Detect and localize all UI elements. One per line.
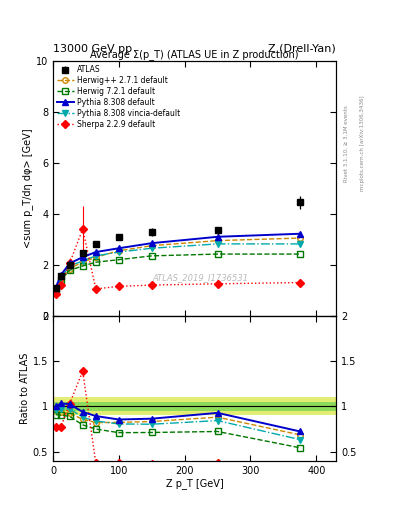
Herwig++ 2.7.1 default — [80, 259, 85, 265]
X-axis label: Z p_T [GeV]: Z p_T [GeV] — [166, 478, 223, 489]
Pythia 8.308 default — [215, 233, 220, 240]
Pythia 8.308 default — [80, 254, 85, 260]
Y-axis label: Ratio to ATLAS: Ratio to ATLAS — [20, 352, 30, 424]
Pythia 8.308 default — [116, 245, 121, 251]
Text: 13000 GeV pp: 13000 GeV pp — [53, 44, 132, 54]
Text: ATLAS_2019_I1736531: ATLAS_2019_I1736531 — [152, 273, 248, 282]
Herwig++ 2.7.1 default — [298, 235, 302, 241]
Text: Z (Drell-Yan): Z (Drell-Yan) — [268, 44, 336, 54]
Pythia 8.308 default — [94, 249, 98, 255]
Pythia 8.308 vincia-default — [116, 249, 121, 255]
Herwig++ 2.7.1 default — [53, 286, 58, 292]
Pythia 8.308 default — [53, 285, 58, 291]
Herwig 7.2.1 default — [94, 259, 98, 265]
Pythia 8.308 vincia-default — [94, 253, 98, 259]
Title: Average Σ(p_T) (ATLAS UE in Z production): Average Σ(p_T) (ATLAS UE in Z production… — [90, 49, 299, 60]
Pythia 8.308 default — [298, 231, 302, 237]
Herwig 7.2.1 default — [59, 277, 63, 283]
Line: Herwig++ 2.7.1 default: Herwig++ 2.7.1 default — [53, 236, 303, 292]
Pythia 8.308 vincia-default — [59, 274, 63, 281]
Pythia 8.308 default — [149, 240, 154, 246]
Text: Rivet 3.1.10, ≥ 3.1M events: Rivet 3.1.10, ≥ 3.1M events — [344, 105, 349, 182]
Herwig 7.2.1 default — [116, 257, 121, 263]
Herwig 7.2.1 default — [298, 251, 302, 257]
Pythia 8.308 vincia-default — [53, 286, 58, 292]
Herwig++ 2.7.1 default — [59, 275, 63, 282]
Text: mcplots.cern.ch [arXiv:1306.3436]: mcplots.cern.ch [arXiv:1306.3436] — [360, 96, 365, 191]
Y-axis label: <sum p_T/dη dφ> [GeV]: <sum p_T/dη dφ> [GeV] — [22, 129, 33, 248]
Herwig 7.2.1 default — [80, 263, 85, 269]
Herwig 7.2.1 default — [53, 287, 58, 293]
Herwig++ 2.7.1 default — [67, 266, 72, 272]
Pythia 8.308 vincia-default — [80, 258, 85, 264]
Pythia 8.308 vincia-default — [298, 241, 302, 247]
Line: Pythia 8.308 default: Pythia 8.308 default — [53, 231, 303, 290]
Herwig++ 2.7.1 default — [116, 248, 121, 254]
Legend: ATLAS, Herwig++ 2.7.1 default, Herwig 7.2.1 default, Pythia 8.308 default, Pythi: ATLAS, Herwig++ 2.7.1 default, Herwig 7.… — [55, 63, 182, 131]
Pythia 8.308 vincia-default — [215, 241, 220, 247]
Herwig++ 2.7.1 default — [94, 254, 98, 260]
Pythia 8.308 default — [67, 261, 72, 267]
Pythia 8.308 vincia-default — [149, 245, 154, 251]
Line: Pythia 8.308 vincia-default: Pythia 8.308 vincia-default — [53, 241, 303, 292]
Line: Herwig 7.2.1 default: Herwig 7.2.1 default — [53, 251, 303, 293]
Herwig++ 2.7.1 default — [149, 243, 154, 249]
Pythia 8.308 vincia-default — [67, 263, 72, 269]
Herwig 7.2.1 default — [67, 267, 72, 273]
Herwig 7.2.1 default — [149, 253, 154, 259]
Pythia 8.308 default — [59, 272, 63, 278]
Herwig++ 2.7.1 default — [215, 238, 220, 244]
Herwig 7.2.1 default — [215, 251, 220, 257]
